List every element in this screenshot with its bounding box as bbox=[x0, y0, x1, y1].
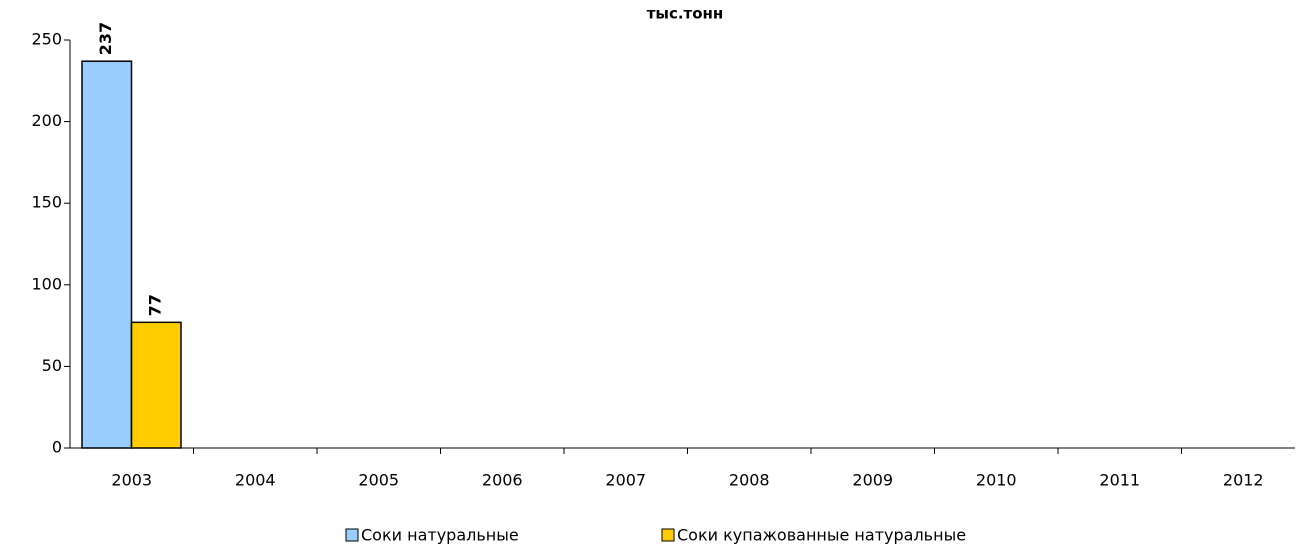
chart-title: тыс.тонн bbox=[647, 5, 724, 23]
y-tick-label: 0 bbox=[52, 438, 62, 457]
y-tick-label: 50 bbox=[42, 356, 62, 375]
y-tick-label: 200 bbox=[31, 111, 62, 130]
y-tick-label: 150 bbox=[31, 193, 62, 212]
x-tick-label: 2003 bbox=[111, 471, 152, 490]
x-tick-label: 2011 bbox=[1099, 471, 1140, 490]
x-tick-label: 2006 bbox=[482, 471, 523, 490]
legend-swatch bbox=[661, 528, 675, 542]
bar bbox=[81, 60, 133, 449]
legend-label: Соки купажованные натуральные bbox=[677, 526, 966, 545]
legend-label: Соки натуральные bbox=[361, 526, 519, 545]
legend-swatch bbox=[345, 528, 359, 542]
x-tick-label: 2004 bbox=[235, 471, 276, 490]
data-label: 237 bbox=[96, 22, 115, 55]
data-label: 77 bbox=[146, 294, 165, 316]
x-tick-label: 2008 bbox=[729, 471, 770, 490]
y-tick-label: 250 bbox=[31, 30, 62, 49]
x-tick-label: 2010 bbox=[976, 471, 1017, 490]
x-tick-label: 2012 bbox=[1223, 471, 1264, 490]
bar bbox=[130, 321, 182, 449]
x-tick-label: 2005 bbox=[358, 471, 399, 490]
x-tick-label: 2007 bbox=[605, 471, 646, 490]
y-tick-label: 100 bbox=[31, 274, 62, 293]
x-tick-label: 2009 bbox=[852, 471, 893, 490]
